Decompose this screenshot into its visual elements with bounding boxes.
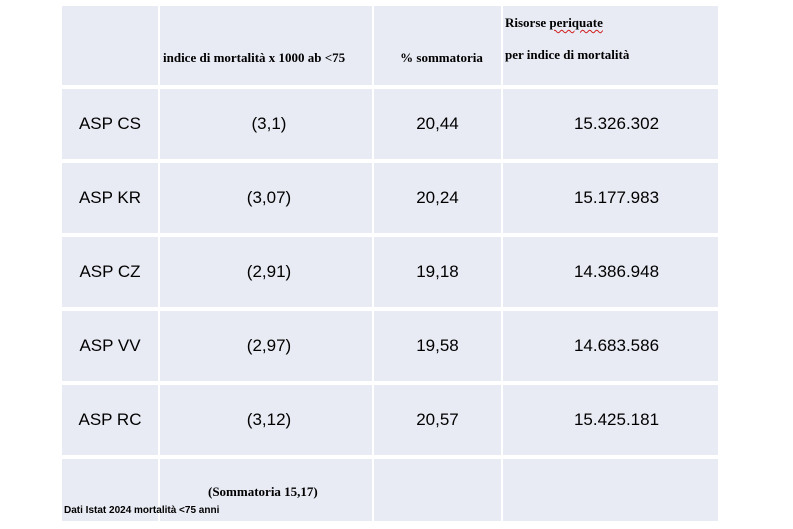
row-mortality-index: (3,07) [160, 163, 372, 233]
row-asp-label: ASP KR [62, 163, 158, 233]
header-resources-line1: Risorse periquate [505, 15, 603, 30]
row-mortality-index: (3,1) [160, 89, 372, 159]
row-percent: 19,58 [374, 311, 501, 381]
row-percent: 19,18 [374, 237, 501, 307]
row-resources: 15.177.983 [503, 163, 718, 233]
header-percent-sum: % sommatoria [374, 6, 501, 85]
header-resources-line2: per indice di mortalità [505, 47, 630, 62]
header-mortality-index: indice di mortalità x 1000 ab <75 [160, 6, 372, 85]
header-resources-word: periquate [549, 15, 603, 30]
row-resources: 15.425.181 [503, 385, 718, 455]
total-empty-cell [374, 459, 501, 521]
mortality-resources-table: indice di mortalità x 1000 ab <75 % somm… [62, 6, 718, 521]
total-empty-cell [503, 459, 718, 521]
total-empty-cell [62, 459, 158, 521]
source-footnote: Dati Istat 2024 mortalità <75 anni [64, 505, 220, 516]
header-resources: Risorse periquate per indice di mortalit… [503, 6, 718, 85]
row-resources: 14.683.586 [503, 311, 718, 381]
row-percent: 20,24 [374, 163, 501, 233]
row-percent: 20,44 [374, 89, 501, 159]
row-asp-label: ASP VV [62, 311, 158, 381]
row-resources: 15.326.302 [503, 89, 718, 159]
row-mortality-index: (2,91) [160, 237, 372, 307]
row-percent: 20,57 [374, 385, 501, 455]
total-sum-cell: (Sommatoria 15,17) [160, 459, 372, 521]
row-asp-label: ASP CZ [62, 237, 158, 307]
header-empty-cell [62, 6, 158, 85]
row-asp-label: ASP RC [62, 385, 158, 455]
row-resources: 14.386.948 [503, 237, 718, 307]
row-mortality-index: (2,97) [160, 311, 372, 381]
row-asp-label: ASP CS [62, 89, 158, 159]
row-mortality-index: (3,12) [160, 385, 372, 455]
